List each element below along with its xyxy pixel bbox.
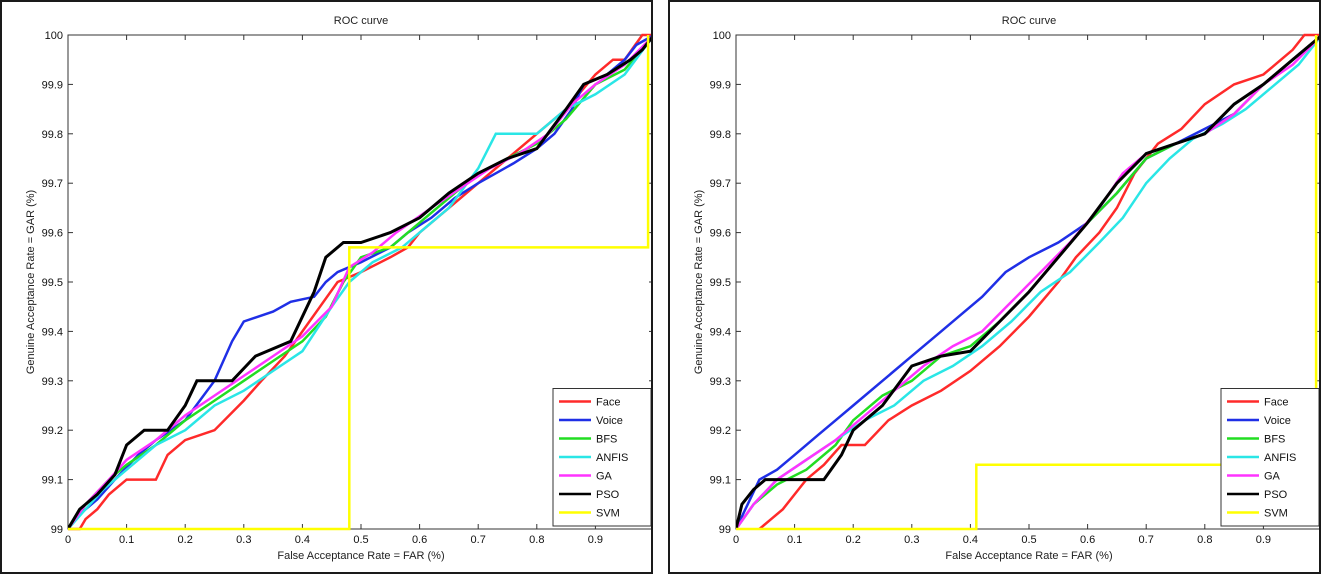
x-tick-label: 0.1	[119, 534, 134, 546]
legend-label-bfs: BFS	[1264, 434, 1285, 446]
x-tick-label: 0.3	[904, 534, 919, 546]
series-line-svm	[736, 35, 1318, 531]
legend-label-pso: PSO	[596, 489, 620, 501]
y-tick-label: 100	[45, 30, 63, 42]
x-tick-label: 0	[65, 534, 71, 546]
y-axis-label: Genuine Acceptance Rate = GAR (%)	[25, 190, 37, 374]
x-tick-label: 0.6	[1080, 534, 1095, 546]
y-tick-label: 99.8	[42, 129, 63, 141]
chart-title: ROC curve	[334, 15, 388, 27]
chart-title: ROC curve	[1002, 15, 1056, 27]
x-tick-label: 0.7	[471, 534, 486, 546]
y-tick-label: 99.6	[42, 228, 63, 240]
series-line-ga	[736, 36, 1319, 530]
y-tick-label: 99	[719, 524, 731, 536]
y-tick-label: 99.9	[42, 79, 63, 91]
series-line-pso	[68, 36, 651, 530]
x-tick-label: 0.4	[295, 534, 310, 546]
x-tick-label: 0.9	[588, 534, 603, 546]
legend-label-pso: PSO	[1264, 489, 1288, 501]
y-tick-label: 99.5	[42, 277, 63, 289]
series-line-pso	[736, 35, 1319, 530]
x-tick-label: 0.1	[787, 534, 802, 546]
x-tick-label: 0.8	[529, 534, 544, 546]
y-tick-label: 100	[713, 30, 731, 42]
legend-label-voice: Voice	[1264, 415, 1291, 427]
x-tick-label: 0	[733, 534, 739, 546]
y-tick-label: 99.4	[42, 326, 63, 338]
x-axis-label: False Acceptance Rate = FAR (%)	[945, 550, 1112, 562]
legend-label-ga: GA	[596, 471, 613, 483]
x-tick-label: 0.5	[1021, 534, 1036, 546]
roc-chart-right: ROC curve00.10.20.30.40.50.60.70.80.9199…	[693, 15, 1319, 562]
series-line-svm	[68, 35, 650, 531]
y-tick-label: 99.5	[710, 277, 731, 289]
legend-label-face: Face	[1264, 397, 1288, 409]
legend-label-voice: Voice	[596, 415, 623, 427]
legend-label-anfis: ANFIS	[1264, 452, 1296, 464]
x-tick-label: 0.2	[178, 534, 193, 546]
y-tick-label: 99.8	[710, 129, 731, 141]
legend-label-svm: SVM	[596, 508, 620, 520]
legend-label-bfs: BFS	[596, 434, 617, 446]
x-tick-label: 0.6	[412, 534, 427, 546]
roc-chart-left: ROC curve00.10.20.30.40.50.60.70.80.9199…	[25, 15, 651, 562]
y-tick-label: 99.3	[710, 376, 731, 388]
x-tick-label: 0.8	[1197, 534, 1212, 546]
x-tick-label: 0.9	[1256, 534, 1271, 546]
legend-label-anfis: ANFIS	[596, 452, 628, 464]
legend-label-svm: SVM	[1264, 508, 1288, 520]
y-tick-label: 99.1	[42, 475, 63, 487]
y-tick-label: 99.2	[710, 425, 731, 437]
y-tick-label: 99.9	[710, 79, 731, 91]
y-tick-label: 99.2	[42, 425, 63, 437]
roc-chart-panel-left: ROC curve00.10.20.30.40.50.60.70.80.9199…	[0, 0, 653, 574]
y-tick-label: 99.7	[710, 178, 731, 190]
x-tick-label: 0.3	[236, 534, 251, 546]
y-tick-label: 99.4	[710, 326, 731, 338]
y-tick-label: 99.1	[710, 475, 731, 487]
y-tick-label: 99	[51, 524, 63, 536]
series-line-face	[758, 33, 1319, 530]
x-tick-label: 0.4	[963, 534, 978, 546]
series-line-anfis	[68, 36, 651, 530]
x-tick-label: 0.2	[846, 534, 861, 546]
x-tick-label: 0.7	[1139, 534, 1154, 546]
x-axis-label: False Acceptance Rate = FAR (%)	[277, 550, 444, 562]
y-axis-label: Genuine Acceptance Rate = GAR (%)	[693, 190, 705, 374]
series-line-voice	[736, 35, 1319, 530]
y-tick-label: 99.6	[710, 228, 731, 240]
legend-label-ga: GA	[1264, 471, 1281, 483]
legend: Face Voice BFS ANFIS GA PSO SVM	[552, 388, 651, 527]
legend: Face Voice BFS ANFIS GA PSO SVM	[1220, 388, 1319, 527]
legend-label-face: Face	[596, 397, 620, 409]
y-tick-label: 99.7	[42, 178, 63, 190]
roc-chart-panel-right: ROC curve00.10.20.30.40.50.60.70.80.9199…	[668, 0, 1321, 574]
y-tick-label: 99.3	[42, 376, 63, 388]
x-tick-label: 0.5	[353, 534, 368, 546]
